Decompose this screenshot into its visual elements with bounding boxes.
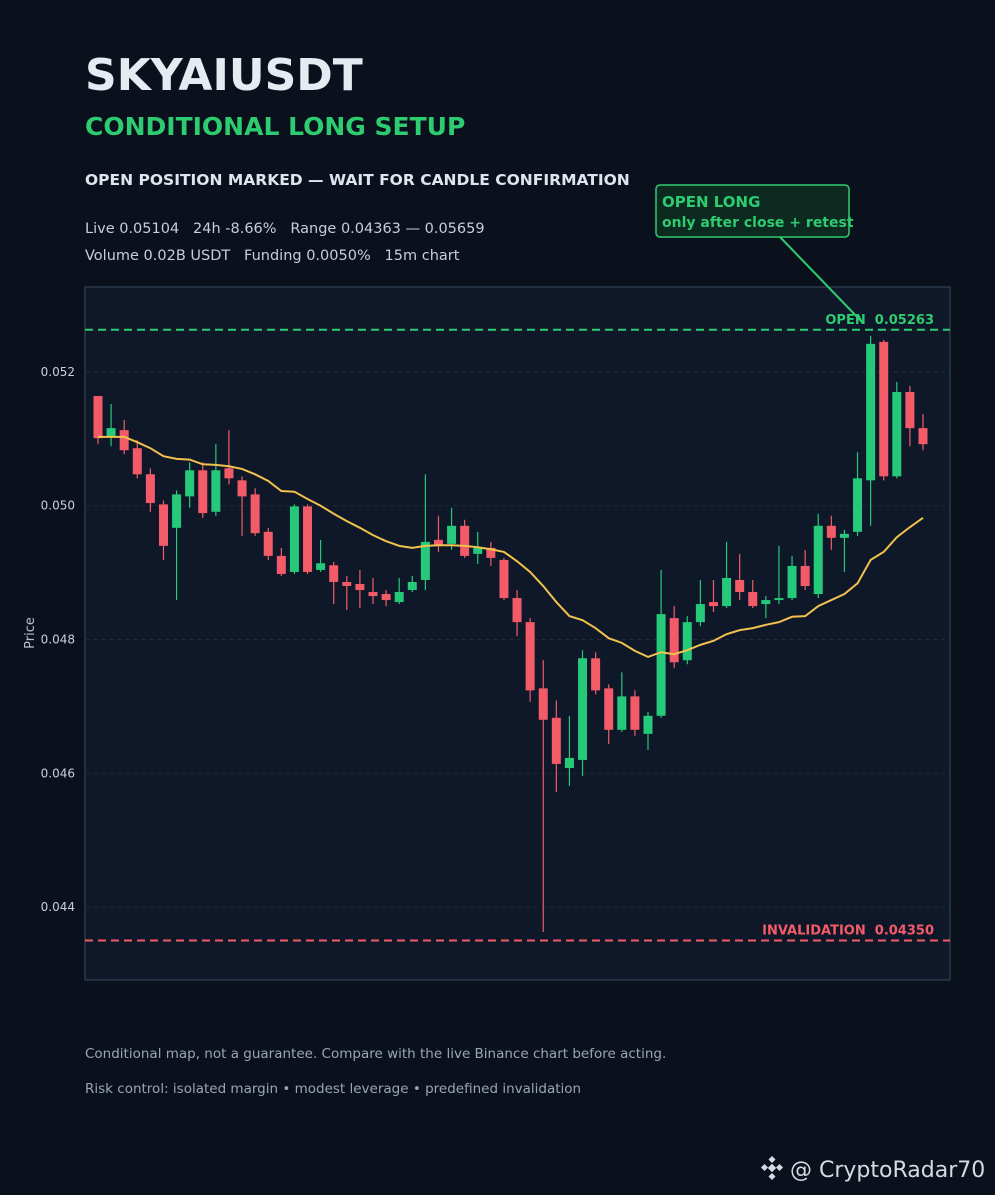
candle-body <box>538 688 548 720</box>
annotation-title: OPEN LONG <box>662 193 760 211</box>
candle-body <box>525 622 535 691</box>
candle-body <box>839 533 849 538</box>
candle-body <box>656 614 666 716</box>
level-gap <box>866 924 875 939</box>
candle-body <box>578 658 588 760</box>
candle-body <box>617 696 627 730</box>
candle-body <box>198 470 208 514</box>
candle-body <box>591 658 601 691</box>
candle-body <box>486 547 496 558</box>
watermark: @ CryptoRadar70 <box>790 1158 985 1183</box>
y-tick-label: 0.044 <box>41 900 75 914</box>
y-tick-label: 0.052 <box>41 365 75 379</box>
candle-body <box>630 696 640 730</box>
candle-body <box>761 600 771 605</box>
candle-body <box>237 480 247 497</box>
y-tick-label: 0.046 <box>41 766 75 780</box>
candle-body <box>722 577 732 607</box>
candle-body <box>93 396 103 439</box>
level-label-bg <box>770 920 938 939</box>
candle-body <box>918 428 928 445</box>
candle-body <box>250 494 260 534</box>
title: SKYAIUSDT <box>85 50 363 101</box>
candle-body <box>289 506 299 572</box>
stats-line: Volume 0.02B USDT Funding 0.0050% 15m ch… <box>85 248 460 264</box>
candle-body <box>303 506 313 572</box>
candle-body <box>800 565 810 587</box>
candle-body <box>682 622 692 661</box>
candle-body <box>787 565 797 599</box>
candle-body <box>132 448 142 475</box>
candle-body <box>355 584 365 591</box>
candle-body <box>853 478 863 532</box>
candle-body <box>669 618 679 663</box>
level-label: OPEN 0.05263 <box>825 313 934 328</box>
level-value: 0.05263 <box>875 313 934 328</box>
candle-body <box>892 392 902 477</box>
candle-body <box>905 392 915 429</box>
stats-line: Live 0.05104 24h -8.66% Range 0.04363 — … <box>85 221 485 237</box>
candle-body <box>119 430 129 451</box>
candle-body <box>433 539 443 546</box>
subtitle: CONDITIONAL LONG SETUP <box>85 112 465 141</box>
candle-body <box>604 688 614 730</box>
candle-body <box>420 541 430 580</box>
candle-body <box>145 474 155 504</box>
candle-body <box>172 494 182 528</box>
candle-body <box>106 428 116 437</box>
y-tick-label: 0.048 <box>41 633 75 647</box>
candle-body <box>866 343 876 481</box>
candle-body <box>407 581 417 591</box>
plot: 0.044 0.046 0.048 0.050 0.052 Price OPEN 0.052… <box>23 184 950 942</box>
annotation-arrow <box>779 236 863 323</box>
candle-body <box>342 581 352 587</box>
candle-body <box>185 470 195 497</box>
candle-body <box>316 563 326 570</box>
candle-body <box>826 525 836 538</box>
candle-body <box>813 525 823 595</box>
candle-body <box>394 592 404 603</box>
footer-note: Risk control: isolated margin • modest l… <box>85 1081 581 1097</box>
level-name: INVALIDATION <box>762 924 866 939</box>
candle-body <box>460 525 470 556</box>
candle-body <box>735 579 745 593</box>
candle-body <box>551 717 561 764</box>
candle-body <box>708 602 718 607</box>
y-tick-label: 0.050 <box>41 499 75 513</box>
candle-body <box>512 598 522 623</box>
candle-body <box>473 547 483 554</box>
candle-body <box>263 531 273 556</box>
candle-body <box>276 555 286 574</box>
candle-body <box>224 468 234 479</box>
annotation-text: only after close + retest <box>662 215 854 231</box>
moving-average <box>98 435 924 658</box>
candle-body <box>381 594 391 601</box>
candle-body <box>748 592 758 607</box>
candle-body <box>158 504 168 546</box>
candle-body <box>564 757 574 768</box>
candle-body <box>879 341 889 477</box>
candle-body <box>368 592 378 597</box>
level-label-bg <box>832 309 938 328</box>
candle-body <box>329 565 339 582</box>
status: OPEN POSITION MARKED — WAIT FOR CANDLE C… <box>85 171 630 189</box>
y-axis-label: Price <box>23 617 38 649</box>
footer-note: Conditional map, not a guarantee. Compar… <box>85 1046 666 1062</box>
candle-body <box>447 525 457 544</box>
annotation-box <box>655 184 850 238</box>
level-value: 0.04350 <box>875 924 934 939</box>
candle-body <box>643 715 653 734</box>
candle-body <box>211 470 221 512</box>
candle-body <box>774 598 784 601</box>
candle-body <box>695 604 705 623</box>
level-label: INVALIDATION 0.04350 <box>762 924 934 939</box>
candle-body <box>499 559 509 599</box>
level-gap <box>866 313 875 328</box>
